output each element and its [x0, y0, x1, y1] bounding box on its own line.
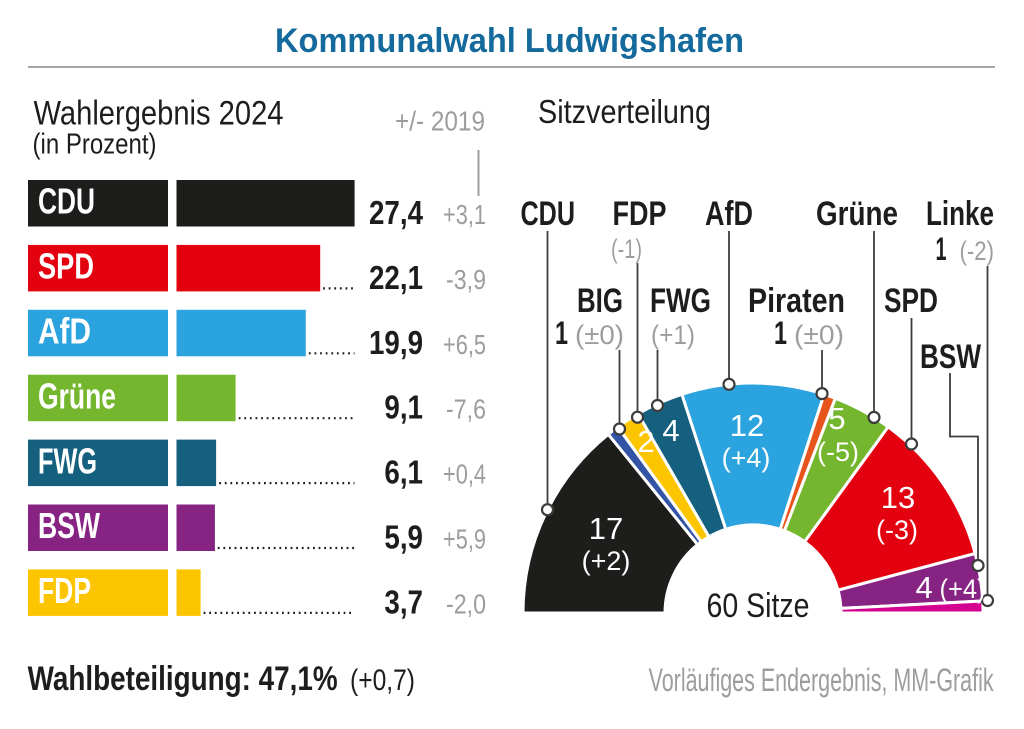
svg-text:(+4): (+4) [722, 443, 771, 473]
svg-text:(±0): (±0) [794, 320, 844, 350]
svg-text:(+4): (+4) [940, 574, 986, 604]
svg-text:2: 2 [637, 424, 654, 459]
svg-text:SPD: SPD [884, 282, 938, 320]
svg-text:Kommunalwahl Ludwigshafen: Kommunalwahl Ludwigshafen [275, 22, 744, 60]
svg-text:(in Prozent): (in Prozent) [33, 129, 157, 161]
svg-text:+5,9: +5,9 [443, 524, 486, 555]
svg-text:CDU: CDU [38, 181, 95, 222]
svg-text:FDP: FDP [613, 195, 667, 233]
svg-text:1: 1 [936, 231, 947, 267]
svg-text:FDP: FDP [38, 570, 91, 611]
svg-text:6,1: 6,1 [384, 454, 423, 491]
svg-text:AfD: AfD [38, 311, 91, 352]
svg-text:SPD: SPD [38, 246, 94, 287]
svg-text:(-1): (-1) [611, 234, 642, 264]
svg-text:Grüne: Grüne [816, 195, 898, 233]
svg-text:CDU: CDU [521, 195, 576, 233]
svg-text:-2,0: -2,0 [446, 588, 486, 619]
svg-text:4: 4 [916, 570, 933, 605]
svg-text:Grüne: Grüne [38, 375, 116, 416]
svg-text:BSW: BSW [920, 338, 982, 376]
svg-text:3,7: 3,7 [384, 583, 423, 620]
svg-text:(±0): (±0) [575, 320, 624, 350]
svg-text:BIG: BIG [577, 282, 623, 320]
svg-text:-3,9: -3,9 [446, 264, 486, 295]
svg-text:FWG: FWG [650, 282, 711, 320]
svg-text:Vorläufiges Endergebnis, MM-Gr: Vorläufiges Endergebnis, MM-Grafik [649, 662, 995, 698]
svg-text:5,9: 5,9 [384, 519, 423, 556]
svg-text:17: 17 [589, 511, 623, 546]
svg-text:AfD: AfD [705, 195, 753, 233]
svg-text:9,1: 9,1 [384, 389, 423, 426]
svg-text:1: 1 [774, 315, 787, 351]
svg-text:BSW: BSW [38, 505, 100, 546]
svg-text:(+2): (+2) [582, 546, 631, 576]
svg-text:13: 13 [881, 480, 915, 515]
svg-text:(-2): (-2) [960, 236, 995, 266]
svg-text:FWG: FWG [38, 440, 97, 481]
svg-text:+6,5: +6,5 [443, 329, 486, 360]
svg-text:19,9: 19,9 [369, 324, 423, 361]
svg-text:+3,1: +3,1 [443, 199, 486, 230]
svg-text:+0,4: +0,4 [443, 459, 486, 490]
svg-text:60 Sitze: 60 Sitze [707, 587, 810, 625]
svg-text:(+1): (+1) [651, 320, 695, 350]
svg-text:12: 12 [730, 408, 764, 443]
svg-text:(+0,7): (+0,7) [350, 664, 415, 697]
svg-text:22,1: 22,1 [369, 259, 423, 296]
svg-text:5: 5 [828, 401, 845, 436]
svg-text:Sitzverteilung: Sitzverteilung [538, 93, 711, 130]
svg-text:Wahlbeteiligung: 47,1%: Wahlbeteiligung: 47,1% [28, 660, 338, 698]
svg-text:+/- 2019: +/- 2019 [395, 106, 485, 137]
svg-text:Linke: Linke [926, 195, 994, 233]
svg-text:27,4: 27,4 [369, 194, 424, 231]
svg-text:(-5): (-5) [817, 437, 859, 467]
svg-text:Wahlergebnis 2024: Wahlergebnis 2024 [34, 95, 284, 133]
svg-text:-7,6: -7,6 [446, 394, 486, 425]
svg-text:1: 1 [555, 315, 568, 351]
svg-text:(-3): (-3) [876, 515, 918, 545]
svg-text:Piraten: Piraten [748, 282, 845, 320]
svg-text:4: 4 [662, 413, 679, 448]
